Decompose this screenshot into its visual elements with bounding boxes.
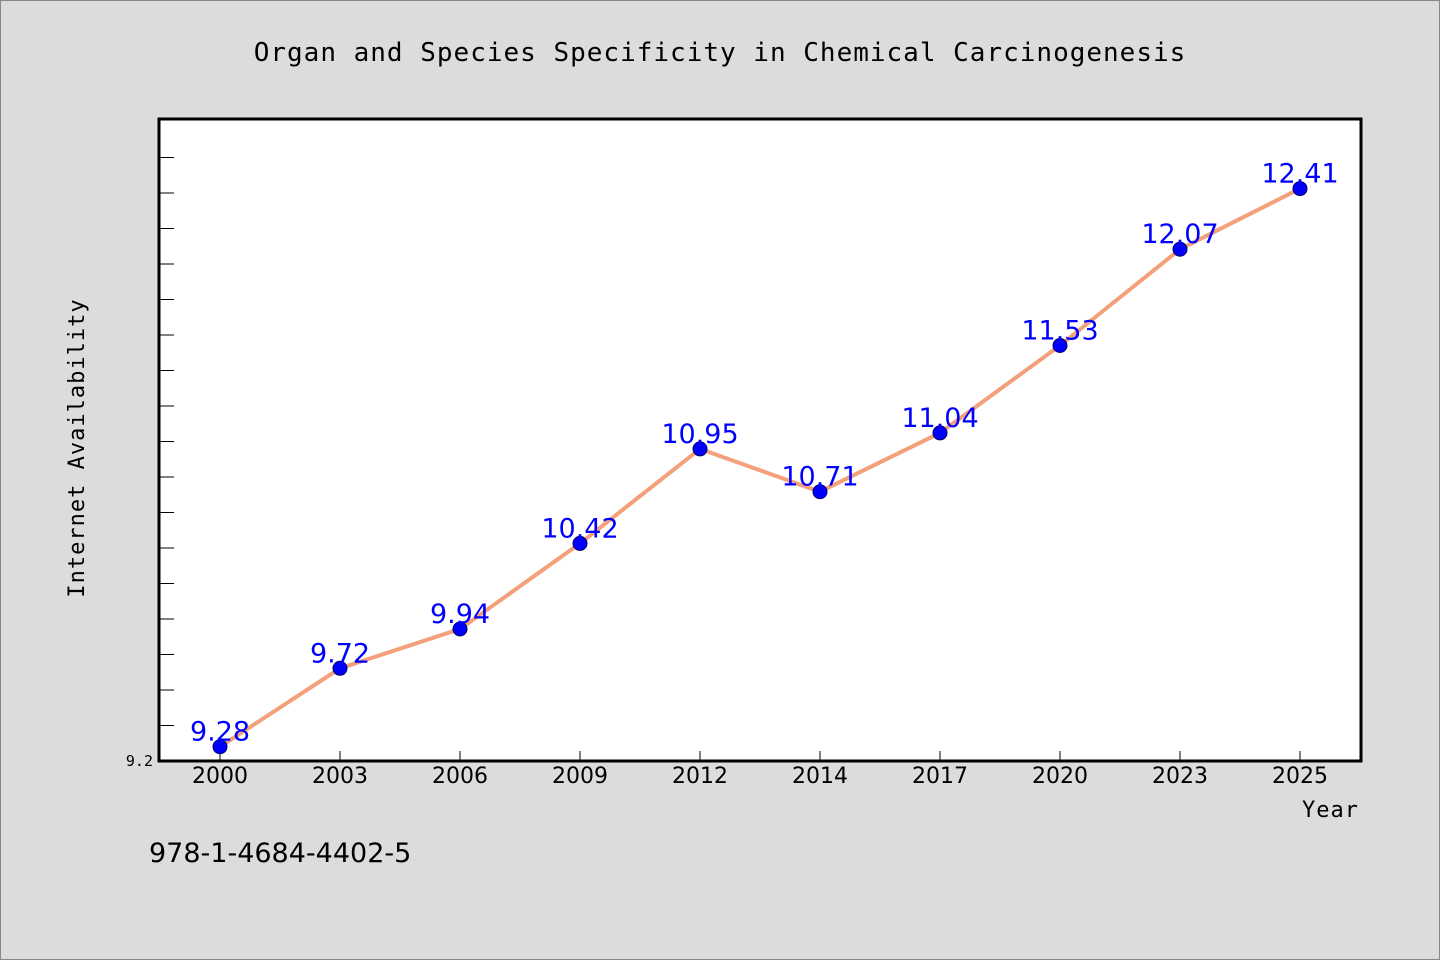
x-tick-label: 2006 [432, 764, 488, 789]
x-axis-label: Year [1302, 798, 1359, 823]
y-tick-label: 9.2 [126, 752, 153, 770]
data-point [212, 739, 228, 755]
data-label: 9.28 [190, 717, 250, 748]
data-point [452, 621, 468, 637]
marker-group [212, 181, 1308, 755]
data-label: 12.41 [1261, 159, 1338, 190]
x-tick-label: 2000 [192, 764, 248, 789]
plot-area [157, 117, 1363, 763]
x-tick-label: 2020 [1032, 764, 1088, 789]
data-point [572, 535, 588, 551]
x-tick-label: 2014 [792, 764, 848, 789]
data-label: 11.04 [901, 403, 978, 434]
data-point [692, 441, 708, 457]
data-label: 10.95 [661, 419, 738, 450]
data-point [812, 484, 828, 500]
isbn-footer: 978-1-4684-4402-5 [149, 838, 411, 869]
x-ticks [219, 751, 1301, 761]
data-point [932, 425, 948, 441]
series-line-group [218, 186, 1302, 749]
data-label: 9.72 [310, 638, 370, 669]
x-tick-label: 2017 [912, 764, 968, 789]
x-tick-label: 2009 [552, 764, 608, 789]
y-axis-label: Internet Availability [65, 298, 90, 597]
data-label: 9.94 [430, 599, 490, 630]
data-label: 11.53 [1021, 316, 1098, 347]
series-line [218, 186, 1302, 749]
data-label-group: 9.28 9.72 9.94 10.42 10.95 10.71 11.04 11.53 12.… [190, 159, 1339, 748]
data-label: 12.07 [1141, 219, 1218, 250]
data-label: 10.71 [781, 462, 858, 493]
data-point [1052, 338, 1068, 353]
y-minor-ticks [159, 157, 174, 726]
chart-title: Organ and Species Specificity in Chemica… [254, 38, 1187, 68]
data-point [1292, 181, 1308, 197]
x-tick-label: 2023 [1152, 764, 1208, 789]
y-tick-labels: 9.2 [126, 752, 153, 770]
x-tick-label: 2003 [312, 764, 368, 789]
x-tick-label: 2012 [672, 764, 728, 789]
x-tick-labels: 2000 2003 2006 2009 2012 2014 2017 2020 2023 2025 [192, 764, 1328, 789]
data-point [1172, 241, 1188, 257]
data-point [332, 660, 348, 676]
data-label: 10.42 [541, 513, 618, 544]
x-tick-label: 2025 [1272, 764, 1328, 789]
